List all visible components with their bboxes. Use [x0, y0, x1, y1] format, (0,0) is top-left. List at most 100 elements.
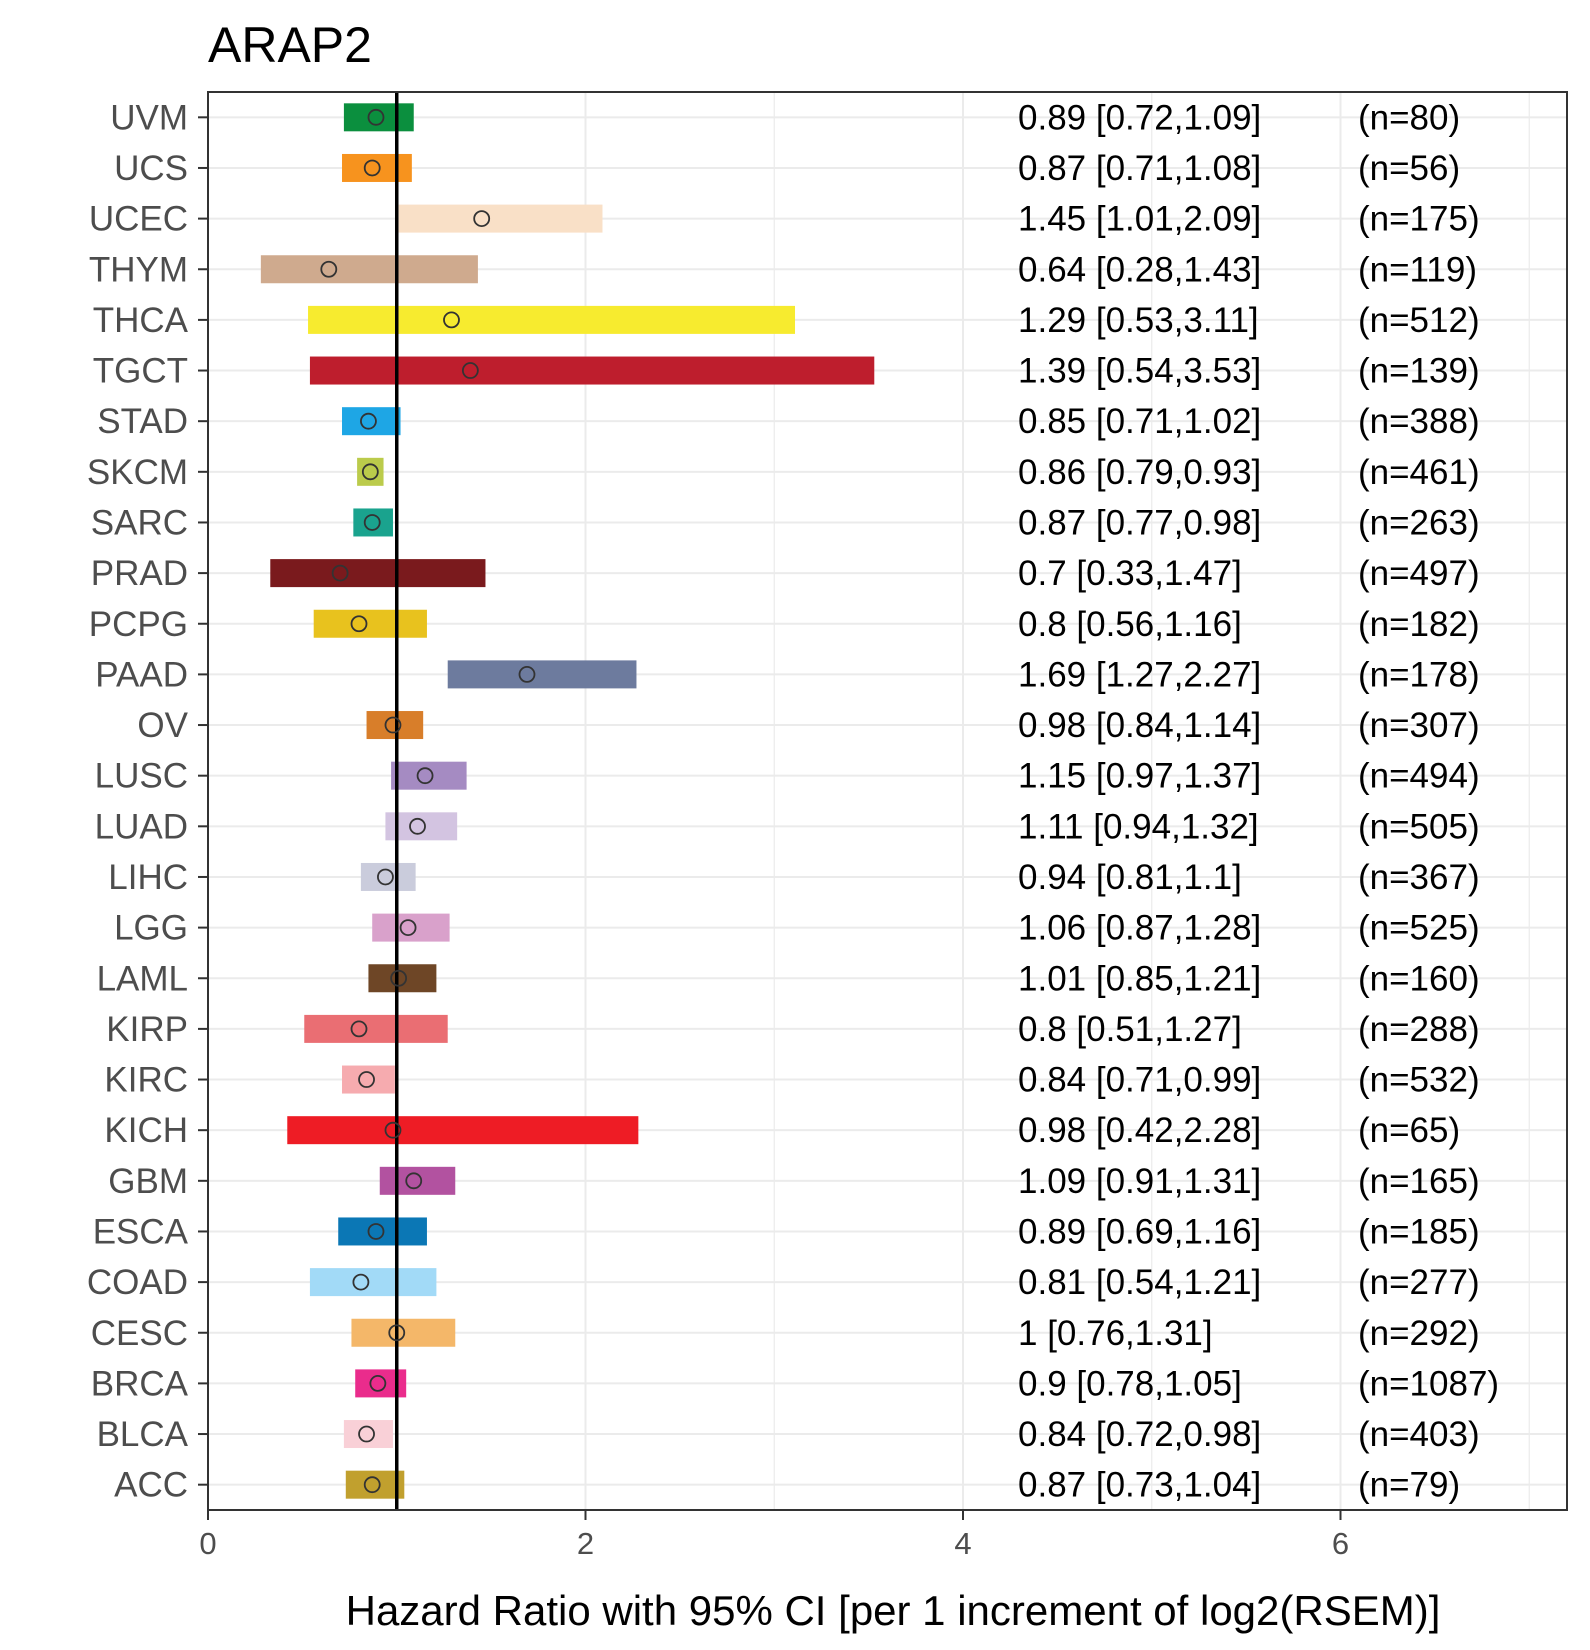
hr-ci-label: 0.85 [0.71,1.02]	[1018, 402, 1261, 441]
hr-ci-label: 0.9 [0.78,1.05]	[1018, 1364, 1242, 1403]
hr-point-thym	[320, 260, 338, 278]
ci-bar-thym	[260, 255, 478, 284]
hr-ci-label: 0.98 [0.84,1.14]	[1018, 706, 1261, 745]
sample-size-label: (n=292)	[1358, 1314, 1480, 1353]
hr-point-thca	[443, 311, 460, 329]
sample-size-label: (n=175)	[1358, 200, 1480, 239]
hr-ci-label: 0.89 [0.72,1.09]	[1018, 98, 1261, 137]
ci-bar-paad	[447, 660, 637, 689]
hr-ci-label: 0.84 [0.72,0.98]	[1018, 1415, 1261, 1454]
hr-point-lihc	[377, 868, 394, 886]
ci-bar-tgct	[309, 356, 875, 385]
x-axis: 0 2 4 6	[199, 1510, 1349, 1561]
sample-size-label: (n=56)	[1358, 149, 1460, 188]
y-axis: UVM UCS UCEC THYM THCA TGCT STAD SKCM SARC PRAD PC…	[87, 98, 208, 1505]
hr-ci-label: 0.8 [0.56,1.16]	[1018, 605, 1242, 644]
annotations: 0.89 [0.72,1.09] (n=80) 0.87 [0.71,1.08] (n…	[1018, 98, 1499, 1504]
hr-ci-label: 0.87 [0.71,1.08]	[1018, 149, 1261, 188]
hr-point-sarc	[363, 514, 381, 531]
hr-ci-label: 0.98 [0.42,2.28]	[1018, 1111, 1261, 1150]
hr-ci-label: 0.7 [0.33,1.47]	[1018, 554, 1242, 593]
hr-ci-label: 0.89 [0.69,1.16]	[1018, 1212, 1261, 1251]
hr-point-stad	[360, 412, 377, 430]
y-tick-label: KIRP	[106, 1010, 188, 1049]
y-tick-label: KIRC	[104, 1061, 188, 1100]
hr-point-coad	[352, 1273, 370, 1291]
ci-bar-lusc	[391, 761, 467, 790]
y-tick-label: PRAD	[91, 554, 188, 593]
sample-size-label: (n=79)	[1358, 1466, 1460, 1505]
ci-bars	[260, 103, 875, 1499]
hr-point-paad	[518, 665, 536, 683]
hr-point-gbm	[405, 1172, 423, 1190]
sample-size-label: (n=367)	[1358, 858, 1480, 897]
ci-bar-skcm	[357, 457, 384, 486]
hr-point-prad	[331, 564, 349, 582]
sample-size-label: (n=288)	[1358, 1010, 1480, 1049]
y-tick-label: TGCT	[93, 352, 188, 391]
ci-bar-ov	[366, 711, 424, 740]
y-tick-label: THYM	[89, 250, 188, 289]
y-tick-label: THCA	[93, 301, 189, 340]
sample-size-label: (n=388)	[1358, 402, 1480, 441]
y-tick-label: LUAD	[95, 807, 188, 846]
sample-size-label: (n=525)	[1358, 909, 1480, 948]
y-tick-label: CESC	[91, 1314, 188, 1353]
y-tick-label: OV	[137, 706, 188, 745]
hr-ci-label: 1.09 [0.91,1.31]	[1018, 1162, 1261, 1201]
y-tick-label: PAAD	[95, 655, 188, 694]
sample-size-label: (n=165)	[1358, 1162, 1480, 1201]
hr-ci-label: 1.06 [0.87,1.28]	[1018, 909, 1261, 948]
hr-ci-label: 0.87 [0.77,0.98]	[1018, 503, 1261, 542]
sample-size-label: (n=139)	[1358, 352, 1480, 391]
sample-size-label: (n=160)	[1358, 959, 1480, 998]
hr-point-laml	[390, 969, 408, 987]
y-tick-label: STAD	[97, 402, 188, 441]
hr-ci-label: 0.8 [0.51,1.27]	[1018, 1010, 1242, 1049]
hr-point-uvm	[367, 108, 385, 126]
sample-size-label: (n=119)	[1358, 250, 1477, 289]
ci-bar-ucs	[342, 153, 412, 182]
sample-size-label: (n=178)	[1358, 655, 1480, 694]
ci-bar-stad	[342, 407, 401, 436]
chart-title: ARAP2	[208, 17, 372, 73]
sample-size-label: (n=1087)	[1358, 1364, 1499, 1403]
hr-point-esca	[367, 1223, 385, 1240]
ci-bar-laml	[368, 964, 437, 993]
sample-size-label: (n=494)	[1358, 757, 1480, 796]
y-tick-label: SARC	[91, 503, 188, 542]
sample-size-label: (n=505)	[1358, 807, 1480, 846]
panel-border	[207, 91, 1568, 1511]
ci-bar-thca	[308, 305, 796, 334]
sample-size-label: (n=263)	[1358, 503, 1480, 542]
hr-ci-label: 0.94 [0.81,1.1]	[1018, 858, 1242, 897]
sample-size-label: (n=512)	[1358, 301, 1480, 340]
sample-size-label: (n=307)	[1358, 706, 1480, 745]
ci-bar-sarc	[353, 508, 393, 537]
hr-ci-label: 1 [0.76,1.31]	[1018, 1314, 1213, 1353]
x-tick-label: 6	[1332, 1526, 1349, 1561]
sample-size-label: (n=403)	[1358, 1415, 1480, 1454]
sample-size-label: (n=461)	[1358, 453, 1480, 492]
sample-size-label: (n=80)	[1358, 98, 1460, 137]
ci-bar-gbm	[379, 1166, 456, 1195]
hr-ci-label: 1.15 [0.97,1.37]	[1018, 757, 1261, 796]
ci-bar-kich	[287, 1116, 639, 1145]
hr-point-luad	[409, 817, 426, 835]
hr-ci-label: 1.29 [0.53,3.11]	[1018, 301, 1259, 340]
y-tick-label: SKCM	[87, 453, 188, 492]
y-tick-label: LAML	[97, 959, 188, 998]
sample-size-label: (n=182)	[1358, 605, 1480, 644]
hr-point-skcm	[361, 463, 379, 481]
ci-bar-uvm	[343, 103, 414, 132]
hr-point-cesc	[388, 1324, 406, 1342]
hr-point-brca	[369, 1374, 387, 1392]
ci-bar-prad	[270, 559, 486, 588]
y-tick-label: PCPG	[89, 605, 188, 644]
hr-ci-label: 1.39 [0.54,3.53]	[1018, 352, 1261, 391]
ci-bar-lihc	[360, 862, 416, 891]
sample-size-label: (n=277)	[1358, 1263, 1480, 1302]
hr-ci-label: 0.81 [0.54,1.21]	[1018, 1263, 1261, 1302]
y-tick-label: BRCA	[91, 1364, 189, 1403]
